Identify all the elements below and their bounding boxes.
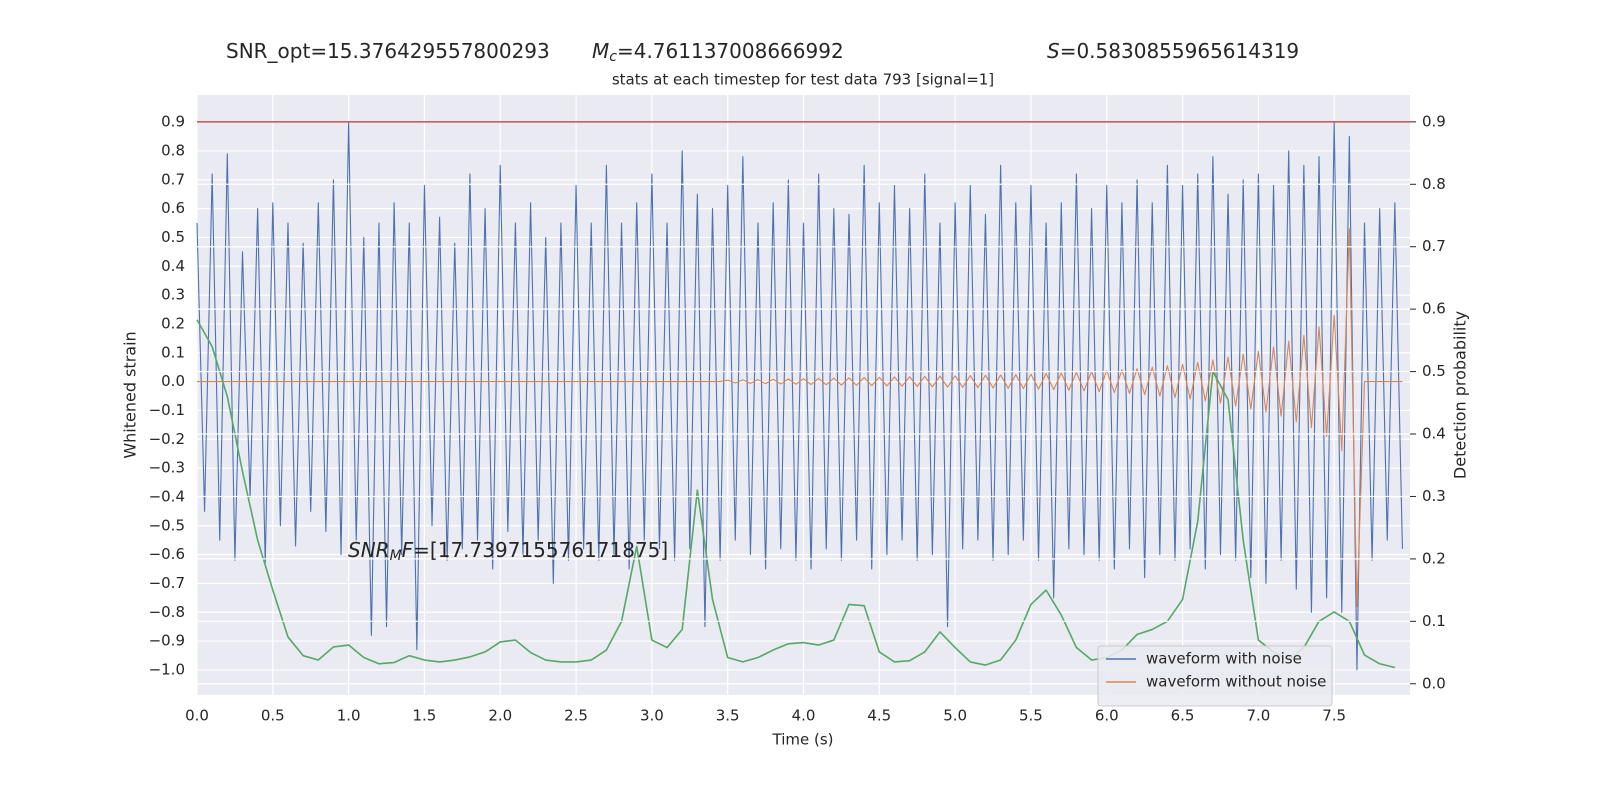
y2-tick-label: 0.1 bbox=[1422, 612, 1446, 630]
y-tick-label: −0.3 bbox=[149, 459, 185, 477]
y-tick-label: −1.0 bbox=[149, 660, 185, 678]
y-tick-label: −0.1 bbox=[149, 401, 185, 419]
y-tick-label: 0.8 bbox=[161, 141, 185, 159]
y-tick-label: 0.3 bbox=[161, 286, 185, 304]
x-tick-label: 5.5 bbox=[1019, 707, 1043, 725]
y2-tick-label: 0.3 bbox=[1422, 487, 1446, 505]
y2-tick-label: 0.8 bbox=[1422, 175, 1446, 193]
y2-tick-label: 0.0 bbox=[1422, 674, 1446, 692]
y-tick-label: −0.5 bbox=[149, 516, 185, 534]
x-tick-label: 3.0 bbox=[640, 707, 664, 725]
text-part: S bbox=[1047, 39, 1060, 63]
rich-text: SNRMF=[17.739715576171875] bbox=[348, 538, 668, 565]
y-tick-label: −0.2 bbox=[149, 430, 185, 448]
text-part: M bbox=[592, 39, 609, 63]
y-tick-label: 0.9 bbox=[161, 113, 185, 131]
y2-tick-label: 0.4 bbox=[1422, 425, 1446, 443]
x-tick-label: 3.5 bbox=[716, 707, 740, 725]
x-tick-label: 2.5 bbox=[564, 707, 588, 725]
text-part: M bbox=[390, 548, 402, 564]
legend-label: waveform without noise bbox=[1146, 673, 1326, 691]
y-tick-label: −0.6 bbox=[149, 545, 185, 563]
y-tick-label: −0.9 bbox=[149, 632, 185, 650]
text-part: c bbox=[609, 49, 617, 65]
text-part: F bbox=[402, 538, 414, 562]
series-line bbox=[196, 319, 1396, 669]
x-tick-label: 6.5 bbox=[1171, 707, 1195, 725]
x-tick-label: 1.5 bbox=[413, 707, 437, 725]
x-tick-label: 0.0 bbox=[185, 707, 209, 725]
x-tick-label: 0.5 bbox=[261, 707, 285, 725]
y-tick-label: 0.6 bbox=[161, 199, 185, 217]
text-part: =0.5830855965614319 bbox=[1060, 39, 1299, 63]
y2-tick-label: 0.7 bbox=[1422, 237, 1446, 255]
y-tick-label: 0.2 bbox=[161, 314, 185, 332]
y-tick-label: −0.4 bbox=[149, 487, 185, 505]
rich-text: SNR_opt=15.376429557800293 bbox=[226, 39, 550, 63]
y-tick-label: 0.5 bbox=[161, 228, 185, 246]
x-tick-label: 4.0 bbox=[792, 707, 816, 725]
text-part: SNR_opt=15.376429557800293 bbox=[226, 39, 550, 63]
series-line bbox=[197, 228, 1403, 608]
rich-text: Mc=4.761137008666992 bbox=[592, 39, 844, 66]
legend-label: waveform with noise bbox=[1146, 650, 1302, 668]
text-part: =4.761137008666992 bbox=[617, 39, 844, 63]
text-part: SNR bbox=[348, 538, 390, 562]
y-tick-label: 0.0 bbox=[161, 372, 185, 390]
x-tick-label: 1.0 bbox=[337, 707, 361, 725]
chart-title: stats at each timestep for test data 793… bbox=[612, 71, 994, 89]
x-tick-label: 6.0 bbox=[1095, 707, 1119, 725]
x-tick-label: 2.0 bbox=[488, 707, 512, 725]
y2-tick-label: 0.5 bbox=[1422, 362, 1446, 380]
y-tick-label: 0.4 bbox=[161, 257, 185, 275]
x-axis-label: Time (s) bbox=[772, 731, 834, 749]
y2-tick-label: 0.6 bbox=[1422, 300, 1446, 318]
rich-text: S=0.5830855965614319 bbox=[1047, 39, 1299, 63]
x-tick-label: 7.5 bbox=[1322, 707, 1346, 725]
x-tick-label: 4.5 bbox=[867, 707, 891, 725]
y-axis-label: Whitened strain bbox=[121, 331, 140, 458]
y2-tick-label: 0.2 bbox=[1422, 549, 1446, 567]
x-tick-label: 5.0 bbox=[943, 707, 967, 725]
y2-axis-label: Detection probability bbox=[1451, 311, 1470, 479]
x-tick-label: 7.0 bbox=[1246, 707, 1270, 725]
y-tick-label: 0.7 bbox=[161, 170, 185, 188]
y-tick-label: 0.1 bbox=[161, 343, 185, 361]
y-tick-label: −0.8 bbox=[149, 603, 185, 621]
legend-box bbox=[1097, 645, 1333, 707]
text-part: =[17.739715576171875] bbox=[413, 538, 668, 562]
y-tick-label: −0.7 bbox=[149, 574, 185, 592]
y2-tick-label: 0.9 bbox=[1422, 112, 1446, 130]
